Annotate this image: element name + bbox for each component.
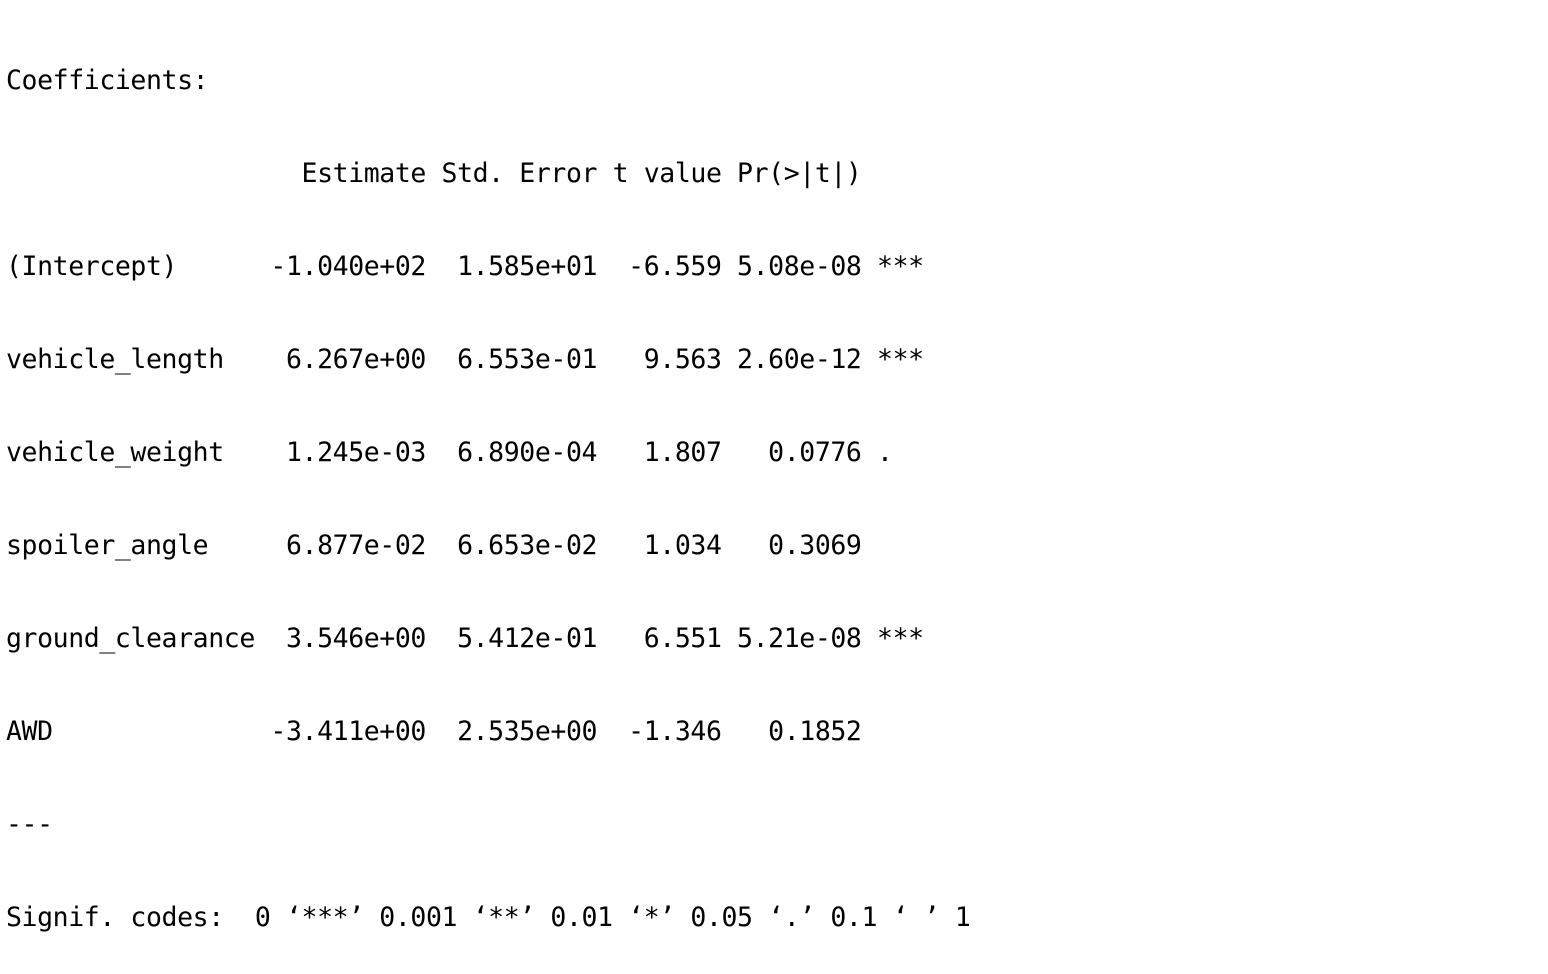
coefficients-header: Coefficients: <box>6 65 209 96</box>
separator-line: --- <box>6 809 53 840</box>
coefficient-row-spoiler-angle: spoiler_angle 6.877e-02 6.653e-02 1.034 … <box>6 530 924 561</box>
r-console-output: Coefficients: Estimate Std. Error t valu… <box>6 3 971 974</box>
signif-codes-line: Signif. codes: 0 ‘***’ 0.001 ‘**’ 0.01 ‘… <box>6 902 971 933</box>
coefficient-row-awd: AWD -3.411e+00 2.535e+00 -1.346 0.1852 <box>6 716 924 747</box>
coefficients-column-header: Estimate Std. Error t value Pr(>|t|) <box>6 158 924 189</box>
coefficient-row-vehicle-length: vehicle_length 6.267e+00 6.553e-01 9.563… <box>6 344 924 375</box>
coefficient-row-vehicle-weight: vehicle_weight 1.245e-03 6.890e-04 1.807… <box>6 437 924 468</box>
coefficient-row-ground-clearance: ground_clearance 3.546e+00 5.412e-01 6.5… <box>6 623 924 654</box>
coefficient-row-intercept: (Intercept) -1.040e+02 1.585e+01 -6.559 … <box>6 251 924 282</box>
